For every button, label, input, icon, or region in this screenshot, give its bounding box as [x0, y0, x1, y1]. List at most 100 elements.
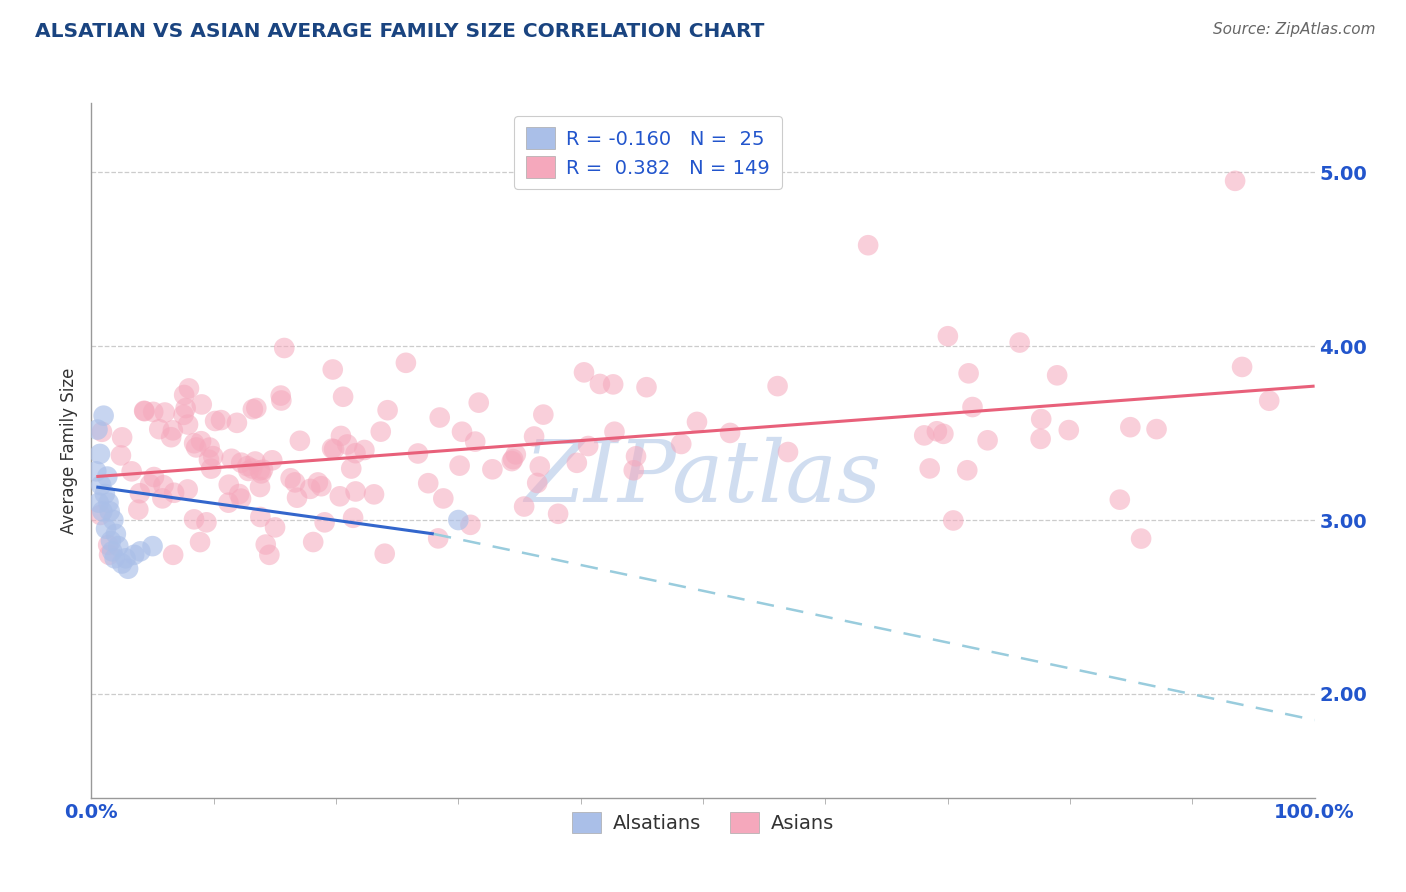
Point [547, 507, 569, 521]
Point [245, 401, 267, 415]
Point [942, 513, 965, 527]
Point [957, 367, 980, 381]
Point [302, 535, 325, 549]
Point [322, 362, 344, 376]
Point [249, 510, 271, 524]
Point [329, 489, 352, 503]
Point [89, 447, 111, 461]
Point [87, 495, 110, 509]
Point [342, 510, 364, 524]
Point [280, 471, 302, 485]
Point [94, 522, 117, 536]
Point [160, 430, 183, 444]
Point [427, 532, 450, 546]
Point [195, 516, 218, 530]
Point [96, 469, 118, 483]
Text: ALSATIAN VS ASIAN AVERAGE FAMILY SIZE CORRELATION CHART: ALSATIAN VS ASIAN AVERAGE FAMILY SIZE CO… [35, 22, 765, 41]
Point [467, 395, 489, 409]
Point [1258, 393, 1281, 408]
Point [254, 537, 277, 551]
Point [526, 475, 548, 490]
Point [623, 463, 645, 477]
Point [932, 426, 955, 441]
Point [103, 513, 125, 527]
Point [370, 425, 392, 439]
Point [190, 434, 212, 449]
Point [122, 548, 145, 562]
Point [307, 475, 329, 490]
Point [1146, 422, 1168, 436]
Point [98, 504, 121, 518]
Point [104, 551, 127, 566]
Point [918, 461, 941, 475]
Point [190, 397, 212, 411]
Point [856, 238, 879, 252]
Point [406, 446, 429, 460]
Point [142, 405, 165, 419]
Point [129, 544, 152, 558]
Point [249, 480, 271, 494]
Point [936, 329, 959, 343]
Text: Source: ZipAtlas.com: Source: ZipAtlas.com [1212, 22, 1375, 37]
Point [288, 434, 311, 448]
Point [148, 422, 170, 436]
Point [1108, 492, 1130, 507]
Point [240, 461, 263, 475]
Point [377, 403, 399, 417]
Point [336, 437, 359, 451]
Point [198, 452, 221, 467]
Point [1119, 420, 1142, 434]
Point [107, 539, 129, 553]
Point [332, 390, 354, 404]
Point [100, 533, 122, 548]
Point [242, 402, 264, 417]
Point [1130, 532, 1153, 546]
Point [284, 475, 307, 490]
Point [229, 491, 252, 506]
Point [344, 484, 367, 499]
Point [141, 539, 163, 553]
Point [513, 500, 536, 514]
Point [270, 388, 292, 402]
Point [429, 410, 451, 425]
Point [1230, 359, 1253, 374]
Point [589, 376, 612, 391]
Point [162, 423, 184, 437]
Point [264, 520, 287, 534]
Point [502, 452, 524, 467]
Point [285, 491, 308, 505]
Point [202, 449, 225, 463]
Point [139, 477, 162, 491]
Point [111, 430, 134, 444]
Point [104, 527, 127, 541]
Point [218, 477, 240, 491]
Point [262, 453, 284, 467]
Point [134, 404, 156, 418]
Point [94, 487, 117, 501]
Point [221, 451, 243, 466]
Point [344, 446, 367, 460]
Point [121, 464, 143, 478]
Point [173, 408, 195, 422]
Point [84, 464, 107, 478]
Point [101, 544, 124, 558]
Point [97, 495, 120, 509]
Point [323, 442, 346, 457]
Point [128, 486, 150, 500]
Point [1046, 368, 1069, 383]
Point [134, 404, 156, 418]
Point [90, 478, 112, 492]
Point [152, 491, 174, 506]
Point [228, 487, 250, 501]
Point [925, 424, 948, 438]
Point [962, 400, 984, 414]
Point [243, 454, 266, 468]
Point [624, 450, 647, 464]
Point [330, 429, 353, 443]
Point [188, 535, 211, 549]
Point [89, 508, 111, 522]
Legend: Alsatians, Asians: Alsatians, Asians [564, 804, 842, 841]
Point [249, 463, 271, 477]
Point [93, 409, 115, 423]
Point [671, 437, 693, 451]
